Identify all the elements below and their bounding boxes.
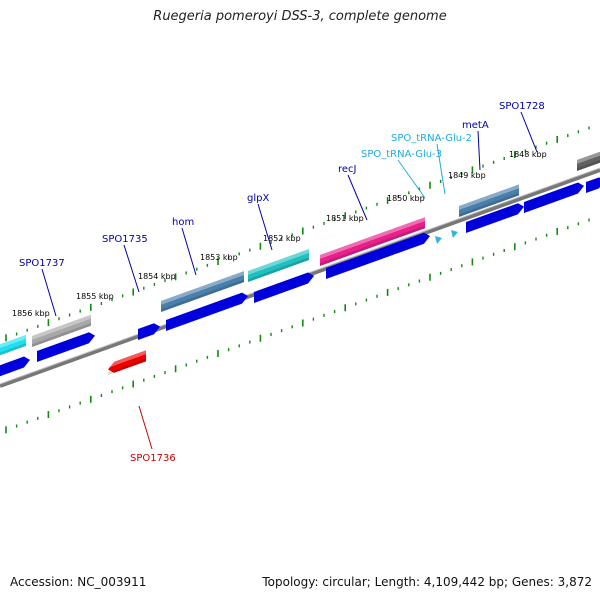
cds-reverse-spo1736-shine (108, 350, 146, 368)
gene-label: SPO1736 (130, 453, 176, 464)
gene-bar-glpx-shadow (248, 257, 309, 282)
gene-bar-hom-shine (161, 271, 244, 305)
gene-bar-hom (161, 271, 244, 312)
cds-forward-6 (466, 203, 524, 233)
gene-leader-line (436, 143, 446, 195)
gene-bar-glpx (248, 249, 309, 282)
kbp-label: 1849 kbp (448, 171, 486, 180)
kbp-label: 1854 kbp (138, 272, 176, 281)
gene-bar-glpx-shine (248, 249, 309, 275)
gene-bar-meta (459, 184, 519, 217)
gene-leader-line (520, 111, 538, 153)
cds-forward-5 (326, 232, 430, 279)
gene-leader-line (41, 268, 57, 317)
outer-tick-track (5, 126, 590, 342)
gene-bar-dark (577, 151, 600, 171)
trna-glu-2 (451, 230, 458, 238)
gene-bar-gray-shadow (32, 323, 91, 347)
gene-label: hom (172, 217, 194, 228)
gene-bar-cyan-shadow (0, 343, 26, 356)
accession-text: Accession: NC_003911 (10, 575, 147, 589)
gene-label: metA (462, 120, 489, 131)
feature-track (0, 151, 600, 377)
gene-label: recJ (338, 164, 357, 175)
gene-leader-line (123, 244, 140, 293)
genome-summary-text: Topology: circular; Length: 4,109,442 bp… (262, 575, 592, 589)
cds-forward-1 (37, 332, 95, 362)
gene-label: SPO_tRNA-Glu-3 (361, 149, 442, 160)
gene-leader-line (347, 174, 368, 221)
gene-label: SPO_tRNA-Glu-2 (391, 133, 472, 144)
gene-bar-gray (32, 314, 91, 347)
gene-leader-line (181, 227, 197, 276)
gene-leader-line (397, 159, 426, 199)
gene-label-group: SPO1728 metA SPO_tRNA-Glu-2 SPO_tRNA-Glu-3r… (19, 101, 545, 464)
inner-tick-track (5, 218, 590, 434)
gene-label: glpX (247, 193, 269, 204)
gene-bar-recj (320, 217, 425, 266)
gene-bar-dark-shine (577, 151, 600, 164)
gene-label: SPO1728 (499, 101, 545, 112)
kbp-label: 1856 kbp (12, 309, 50, 318)
map-title: Ruegeria pomeroyi DSS-3, complete genome (153, 9, 447, 24)
gene-bar-recj-shine (320, 217, 425, 259)
trna-glu-3 (435, 236, 442, 244)
gene-bar-cyan (0, 334, 26, 356)
cds-forward-4 (254, 272, 314, 303)
kbp-label: 1853 kbp (200, 253, 238, 262)
cds-reverse-spo1736-shadow (108, 358, 146, 375)
gene-label: SPO1737 (19, 258, 65, 269)
gene-bar-meta-shine (459, 184, 519, 210)
gene-bar-gray-shine (32, 314, 91, 340)
kbp-label: 1855 kbp (76, 292, 114, 301)
gene-bar-cyan-shine (0, 334, 26, 349)
kbp-label: 1852 kbp (263, 234, 301, 243)
cds-forward-2 (138, 323, 160, 340)
cds-forward-7 (524, 182, 584, 213)
gene-bar-dark-shadow (577, 159, 600, 171)
gene-label: SPO1735 (102, 234, 148, 245)
gene-bar-meta-shadow (459, 192, 519, 217)
gene-leader-line (257, 203, 273, 251)
cds-reverse-spo1736 (108, 350, 146, 373)
cds-forward-3 (166, 292, 248, 331)
cds-forward-0 (0, 356, 30, 377)
kbp-label: 1851 kbp (326, 214, 364, 223)
gene-leader-line (477, 130, 481, 171)
gene-leader-line (138, 405, 153, 450)
cds-forward-8 (586, 177, 600, 193)
gene-bar-hom-shadow (161, 279, 244, 312)
kbp-label: 1850 kbp (387, 194, 425, 203)
kbp-label: 1848 kbp (509, 150, 547, 159)
kbp-label-group: 1848 kbp 1849 kbp 1850 kbp 1851 kbp 1852 kbp… (12, 150, 547, 318)
gene-bar-recj-shadow (320, 225, 425, 266)
